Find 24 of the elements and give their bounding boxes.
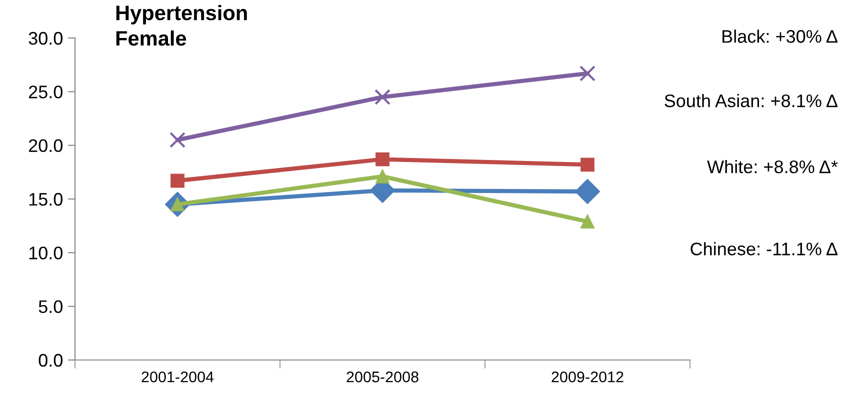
x-tick-label: 2005-2008 [346, 372, 418, 382]
y-tick-label: 25.0 [28, 86, 62, 98]
annotation: South Asian: +8.1% Δ [664, 94, 838, 108]
y-tick-label: 5.0 [38, 300, 62, 314]
text: Black: +30% Δ [722, 30, 838, 43]
y-tick-label: 20.0 [28, 139, 62, 152]
text: Chinese: -11.1% Δ [690, 242, 838, 256]
point [575, 179, 600, 204]
point [170, 132, 186, 148]
point [580, 158, 594, 172]
y-tick-label: 10.0 [29, 246, 62, 260]
y-tick-label: 30.0 [28, 32, 62, 45]
point [376, 170, 390, 184]
chart-title: Hypertension Female [116, 5, 247, 46]
point [374, 89, 390, 106]
point [580, 65, 596, 82]
point [580, 214, 594, 228]
y-tick-label: 15.0 [29, 192, 62, 206]
point [170, 174, 184, 188]
x-tick-label: 2001-2004 [142, 372, 214, 382]
y-tick-label: 0.0 [38, 354, 62, 367]
point [376, 152, 390, 166]
x-tick-label: 2009-2012 [552, 372, 624, 382]
text: White: +8.8% Δ* [707, 160, 838, 174]
